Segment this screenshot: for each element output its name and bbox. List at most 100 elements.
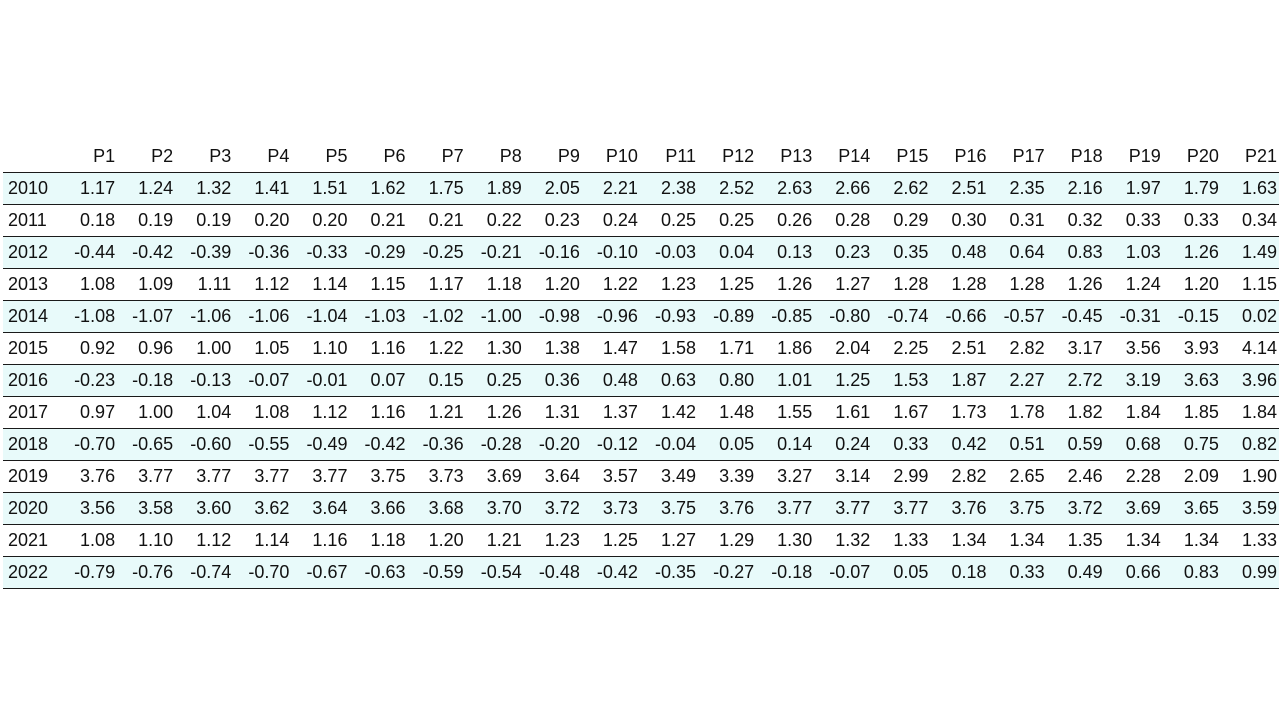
table-cell: -1.07 — [117, 300, 176, 333]
table-cell: 3.14 — [814, 460, 873, 493]
table-cell: 3.56 — [1104, 332, 1163, 365]
table-cell: 0.20 — [233, 204, 292, 237]
table-cell: 1.37 — [581, 396, 640, 429]
table-cell: -1.04 — [291, 300, 350, 333]
table-cell: 1.15 — [349, 268, 408, 301]
table-cell: -0.63 — [349, 556, 408, 589]
table-cell: 0.83 — [1162, 556, 1221, 589]
table-cell: -0.42 — [581, 556, 640, 589]
row-label: 2011 — [3, 204, 59, 237]
table-cell: 0.23 — [523, 204, 582, 237]
table-cell: 1.20 — [523, 268, 582, 301]
table-cell: 1.61 — [814, 396, 873, 429]
table-cell: 3.77 — [175, 460, 234, 493]
table-cell: 1.10 — [291, 332, 350, 365]
table-cell: -0.04 — [639, 428, 699, 461]
table-cell: 2.52 — [698, 172, 757, 205]
table-row-2019: 2019 3.76 3.77 3.77 3.77 3.77 3.75 3.73 3.69 3.64… — [3, 460, 1279, 493]
table-cell: 1.33 — [872, 524, 931, 557]
column-header-p20: P20 — [1162, 141, 1221, 173]
table-cell: 1.26 — [756, 268, 815, 301]
table-row-2021: 2021 1.08 1.10 1.12 1.14 1.16 1.18 1.20 1.21 1.23… — [3, 524, 1279, 557]
table-cell: 2.51 — [930, 172, 989, 205]
table-cell: 3.73 — [407, 460, 466, 493]
table-cell: 0.26 — [756, 204, 815, 237]
table-cell: -0.33 — [291, 236, 350, 269]
table-cell: 0.18 — [930, 556, 989, 589]
table-cell: 1.18 — [465, 268, 524, 301]
table-cell: -0.59 — [407, 556, 466, 589]
table-cell: 1.12 — [291, 396, 350, 429]
table-cell: 1.20 — [1162, 268, 1221, 301]
table-cell: 2.82 — [988, 332, 1047, 365]
table-cell: 1.16 — [349, 396, 408, 429]
table-cell: 1.12 — [233, 268, 292, 301]
table-cell: 0.19 — [117, 204, 176, 237]
table-cell: 1.22 — [581, 268, 640, 301]
table-cell: 1.48 — [698, 396, 757, 429]
table-cell: -0.12 — [581, 428, 640, 461]
table-cell: 0.32 — [1046, 204, 1105, 237]
table-cell: -0.18 — [756, 556, 815, 589]
table-cell: 0.23 — [814, 236, 873, 269]
row-label: 2015 — [3, 332, 59, 365]
table-cell: 1.25 — [581, 524, 640, 557]
table-cell: 1.01 — [756, 364, 815, 397]
table-cell: -0.01 — [291, 364, 350, 397]
table-cell: 3.19 — [1104, 364, 1163, 397]
table-cell: 3.77 — [872, 492, 931, 525]
table-cell: 3.60 — [175, 492, 234, 525]
table-cell: 3.76 — [698, 492, 757, 525]
table-cell: 0.24 — [814, 428, 873, 461]
table-cell: 0.07 — [349, 364, 408, 397]
table-cell: 3.49 — [639, 460, 699, 493]
table-cell: 1.32 — [175, 172, 234, 205]
row-label: 2012 — [3, 236, 59, 269]
table-cell: -0.07 — [233, 364, 292, 397]
table-cell: -0.21 — [465, 236, 524, 269]
table-cell: 0.05 — [698, 428, 757, 461]
table-cell: 3.72 — [1046, 492, 1105, 525]
table-row-2012: 2012 -0.44 -0.42 -0.39 -0.36 -0.33 -0.29 -0.25-… — [3, 236, 1279, 269]
table-cell: 3.27 — [756, 460, 815, 493]
table-cell: -0.25 — [407, 236, 466, 269]
table-cell: -0.65 — [117, 428, 176, 461]
table-cell: 1.03 — [1104, 236, 1163, 269]
table-cell: 3.77 — [814, 492, 873, 525]
table-cell: -0.79 — [59, 556, 118, 589]
table-cell: 1.49 — [1220, 236, 1279, 269]
table-cell: 3.96 — [1220, 364, 1279, 397]
table-cell: 1.22 — [407, 332, 466, 365]
table-cell: 3.75 — [639, 492, 699, 525]
header-row: P1 P2 P3 P4 P5 P6 P7 P8 P9 P10 P11 P12 P13 P14 P15 P16 P… — [3, 141, 1279, 173]
table-cell: 1.32 — [814, 524, 873, 557]
table-cell: 0.33 — [1162, 204, 1221, 237]
table-row-2016: 2016 -0.23 -0.18 -0.13 -0.07 -0.01 0.07 0.15 0.2… — [3, 364, 1279, 397]
table-cell: 1.12 — [175, 524, 234, 557]
table-cell: 1.71 — [698, 332, 757, 365]
table-cell: -0.29 — [349, 236, 408, 269]
table-cell: 0.59 — [1046, 428, 1105, 461]
table-cell: 3.93 — [1162, 332, 1221, 365]
table-cell: 1.55 — [756, 396, 815, 429]
table-cell: 1.11 — [175, 268, 234, 301]
table-row-2020: 2020 3.56 3.58 3.60 3.62 3.64 3.66 3.68 3.70 3.72… — [3, 492, 1279, 525]
table-cell: -0.54 — [465, 556, 524, 589]
table-cell: 1.53 — [872, 364, 931, 397]
table-cell: 1.05 — [233, 332, 292, 365]
table-cell: 0.83 — [1046, 236, 1105, 269]
table-cell: -0.44 — [59, 236, 118, 269]
table-cell: 0.42 — [930, 428, 989, 461]
table-cell: 1.08 — [59, 524, 118, 557]
table-cell: 3.73 — [581, 492, 640, 525]
table-row-2022: 2022 -0.79 -0.76 -0.74 -0.70 -0.67 -0.63 -0.59-… — [3, 556, 1279, 589]
table-body: 2010 1.17 1.24 1.32 1.41 1.51 1.62 1.75 1.89 2.05… — [3, 172, 1279, 589]
table-cell: 0.33 — [1104, 204, 1163, 237]
table-cell: 1.75 — [407, 172, 466, 205]
table-cell: 0.92 — [59, 332, 118, 365]
table-cell: -0.93 — [639, 300, 699, 333]
table-cell: 1.34 — [930, 524, 989, 557]
table-cell: 1.85 — [1162, 396, 1221, 429]
table-cell: 0.21 — [349, 204, 408, 237]
table-cell: -0.60 — [175, 428, 234, 461]
